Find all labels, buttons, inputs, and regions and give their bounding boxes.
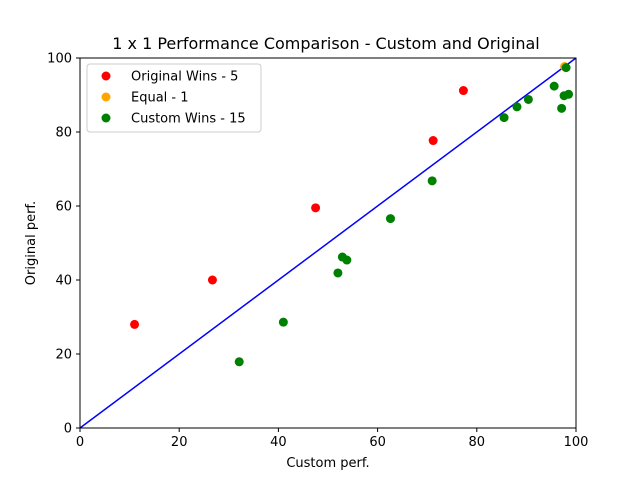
x-tick-label: 80 [469, 435, 486, 450]
reference-line [79, 57, 577, 429]
x-tick-label: 100 [564, 435, 589, 450]
x-tick-label: 20 [171, 435, 188, 450]
x-tick-label: 0 [76, 435, 84, 450]
y-tick-label: 0 [64, 422, 72, 437]
x-axis-label: Custom perf. [286, 456, 369, 471]
legend-marker [101, 113, 111, 123]
data-point [130, 319, 140, 329]
data-point [549, 81, 559, 91]
plot-area [79, 57, 577, 429]
data-point [458, 86, 468, 96]
axes-frame [79, 57, 577, 429]
legend-label: Equal - 1 [131, 91, 189, 106]
data-point [207, 275, 217, 285]
y-tick-label: 100 [47, 52, 72, 67]
data-point [564, 89, 574, 99]
data-point [557, 103, 567, 113]
data-point [523, 94, 533, 104]
y-tick-label: 80 [55, 126, 72, 141]
data-point [234, 357, 244, 367]
data-point [278, 317, 288, 327]
legend-marker [101, 71, 111, 81]
legend-marker [101, 92, 111, 102]
y-tick-label: 20 [55, 348, 72, 363]
chart-title: 1 x 1 Performance Comparison - Custom an… [112, 34, 539, 53]
data-point [499, 113, 509, 123]
y-tick-label: 40 [55, 274, 72, 289]
y-axis-label: Original perf. [24, 201, 39, 285]
data-point [561, 63, 571, 73]
legend: Original Wins - 5 Equal - 1 Custom Wins - … [86, 63, 262, 133]
legend-box [86, 63, 262, 133]
data-point [333, 268, 343, 278]
data-point [342, 255, 352, 265]
legend-label: Original Wins - 5 [131, 70, 238, 85]
y-tick-label: 60 [55, 200, 72, 215]
axis-ticks: 0 20 40 60 80 100 0 20 40 60 80 100 [47, 52, 588, 451]
legend-label: Custom Wins - 15 [131, 112, 246, 127]
data-point [385, 214, 395, 224]
data-point [311, 203, 321, 213]
data-point [428, 136, 438, 146]
data-point [512, 102, 522, 112]
x-tick-label: 60 [369, 435, 386, 450]
data-point [427, 176, 437, 186]
x-tick-label: 40 [270, 435, 287, 450]
